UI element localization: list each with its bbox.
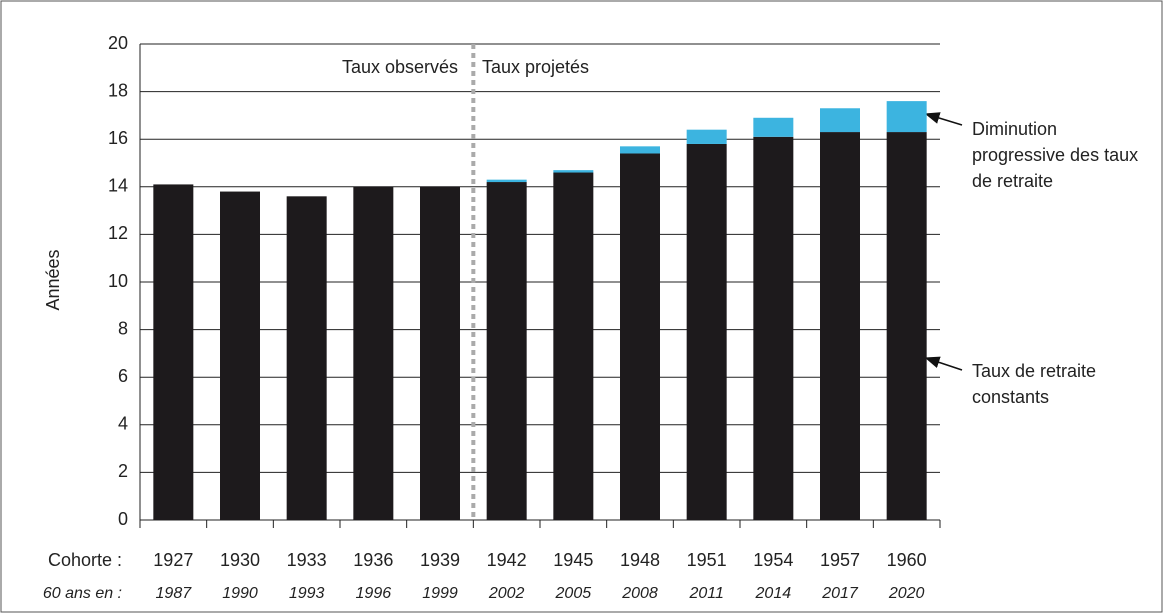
bar-segment (886, 101, 927, 133)
x2-tick-label: 2014 (755, 585, 792, 602)
x2-tick-label: 1999 (422, 585, 458, 602)
bar-segment (753, 117, 794, 137)
y-tick-label: 0 (118, 509, 128, 529)
y-tick-label: 10 (108, 271, 128, 291)
annotation-arrow (924, 356, 963, 371)
bar-segment (420, 186, 460, 521)
x2-tick-label: 2011 (688, 585, 723, 602)
x-tick-label: 1954 (753, 550, 793, 570)
y-tick-label: 16 (108, 128, 128, 148)
x-tick-label: 1951 (687, 550, 727, 570)
bar-segment (486, 182, 527, 521)
bar-segment (820, 108, 860, 133)
bar-segment (553, 172, 594, 520)
x2-tick-label: 1990 (222, 585, 258, 602)
y-tick-label: 20 (108, 33, 128, 53)
y-tick-label: 6 (118, 366, 128, 386)
bar-segment (686, 129, 727, 144)
x2-tick-label: 2008 (621, 585, 658, 602)
x2-tick-label: 2017 (821, 585, 859, 602)
bar-segment (353, 186, 394, 521)
y-tick-label: 14 (108, 176, 128, 196)
x-axis-label: Cohorte : (48, 550, 122, 570)
bar-segment (553, 170, 594, 173)
x-tick-label: 1957 (820, 550, 860, 570)
bar-segment (686, 143, 727, 520)
y-tick-label: 12 (108, 223, 128, 243)
y-tick-label: 18 (108, 80, 128, 100)
section-label: Taux observés (342, 57, 458, 77)
x2-tick-label: 2005 (555, 585, 592, 602)
x2-tick-label: 1987 (156, 585, 193, 602)
x2-tick-label: 1993 (289, 585, 325, 602)
x-tick-label: 1942 (487, 550, 527, 570)
bar-segment (753, 136, 794, 520)
bar-segment (620, 153, 660, 521)
bar-segment (153, 184, 194, 521)
x-tick-label: 1927 (153, 550, 193, 570)
x-tick-label: 1936 (353, 550, 393, 570)
bar-segment (286, 196, 327, 520)
section-label: Taux projetés (482, 57, 589, 77)
y-tick-label: 4 (118, 414, 128, 434)
bar-segment (886, 132, 927, 520)
bar-segment (620, 146, 660, 154)
x-tick-label: 1960 (887, 550, 927, 570)
x2-tick-label: 1996 (356, 585, 392, 602)
annotation-arrow (924, 112, 963, 126)
bar-segment (486, 179, 527, 183)
x-tick-label: 1933 (287, 550, 327, 570)
x-tick-label: 1945 (553, 550, 593, 570)
x2-tick-label: 2002 (488, 585, 525, 602)
bar-segment (220, 191, 260, 520)
y-tick-label: 2 (118, 461, 128, 481)
x2-axis-label: 60 ans en : (43, 585, 122, 602)
x-tick-label: 1948 (620, 550, 660, 570)
y-axis-label: Années (43, 249, 63, 310)
series-label: Taux de retraite constants (972, 361, 1097, 407)
x-tick-label: 1930 (220, 550, 260, 570)
series-label: Diminution progressive des taux de retra… (972, 119, 1139, 191)
x2-tick-label: 2020 (888, 585, 925, 602)
x-tick-label: 1939 (420, 550, 460, 570)
y-tick-label: 8 (118, 318, 128, 338)
bar-segment (820, 132, 860, 520)
